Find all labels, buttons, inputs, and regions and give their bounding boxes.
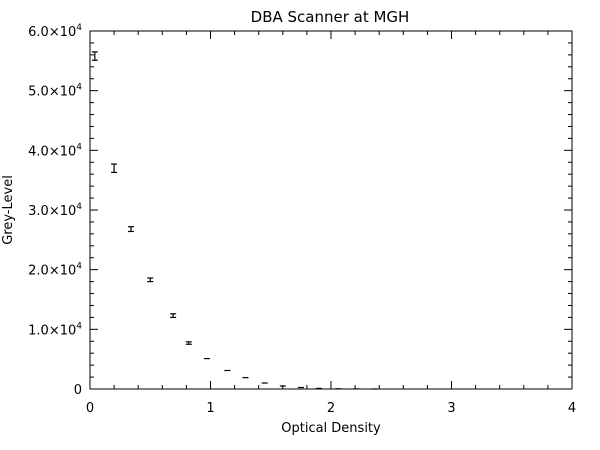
y-tick-exponent: 4 xyxy=(76,142,82,152)
data-point xyxy=(111,163,118,174)
x-axis-label: Optical Density xyxy=(281,421,381,436)
data-point xyxy=(170,313,177,318)
x-tick-label: 3 xyxy=(447,401,455,416)
chart-title: DBA Scanner at MGH xyxy=(251,8,410,26)
x-tick-label: 0 xyxy=(86,401,94,416)
data-point xyxy=(185,341,192,345)
data-point xyxy=(91,51,98,61)
x-tick-label: 2 xyxy=(327,401,335,416)
y-tick-label: 4.0×104 xyxy=(28,142,82,159)
data-point xyxy=(147,277,154,283)
y-tick-labels: 0 1.0×104 2.0×104 3.0×104 4.0×104 5.0×104 6.0×… xyxy=(28,23,82,398)
y-tick-label: 1.0×104 xyxy=(28,321,82,338)
y-tick-exponent: 4 xyxy=(76,321,82,331)
y-tick-exponent: 4 xyxy=(76,202,82,212)
y-tick-label: 6.0×104 xyxy=(28,23,82,40)
y-tick-exponent: 4 xyxy=(76,83,82,93)
x-tick-label: 4 xyxy=(568,401,576,416)
x-tick-labels: 0 1 2 3 4 xyxy=(86,401,576,416)
y-tick-label: 2.0×104 xyxy=(28,262,82,279)
y-axis-label: Grey-Level xyxy=(1,175,16,245)
plot-frame xyxy=(89,30,573,390)
y-tick-label: 5.0×104 xyxy=(28,83,82,100)
data-point xyxy=(127,226,134,233)
y-tick-exponent: 4 xyxy=(76,23,82,33)
y-tick-label: 0 xyxy=(74,383,82,398)
x-tick-label: 1 xyxy=(206,401,214,416)
axis-ticks xyxy=(89,30,573,390)
data-points xyxy=(91,51,378,390)
y-tick-exponent: 4 xyxy=(76,262,82,272)
y-tick-label: 3.0×104 xyxy=(28,202,82,219)
